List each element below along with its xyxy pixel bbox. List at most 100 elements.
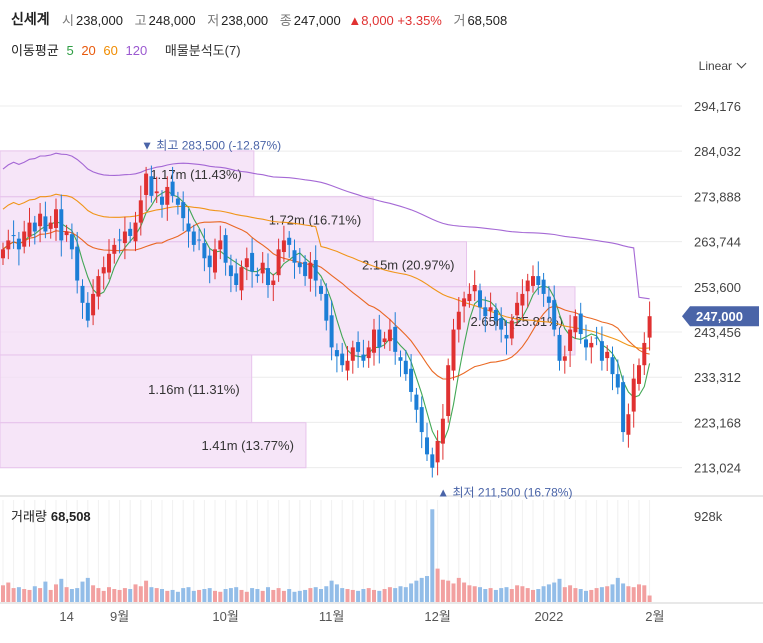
ma120-label: 120 (125, 43, 148, 58)
volume-profile-label: 1.41m (13.77%) (201, 438, 294, 453)
volume-bar (32, 586, 37, 602)
volume-bar (446, 580, 451, 602)
scale-select-value: Linear (698, 59, 732, 73)
candle-body (128, 228, 133, 236)
candle-body (292, 250, 297, 263)
candle-body (472, 285, 477, 292)
candle-body (387, 329, 392, 342)
candle-body (138, 200, 143, 223)
candle-body (1, 249, 5, 259)
volume-bar (276, 588, 281, 602)
volume-bar (478, 587, 482, 602)
volume-bar (175, 591, 180, 602)
volume-bar (250, 588, 255, 602)
volume-bar (80, 581, 85, 602)
ma20-line (2, 221, 650, 380)
volume-bar (372, 589, 376, 602)
volume-profile-label: 1.17m (11.43%) (150, 167, 242, 182)
candle-body (488, 307, 493, 311)
candle-body (313, 260, 318, 281)
candle-body (430, 454, 435, 468)
volume-bar (562, 587, 567, 602)
volume-bar (488, 588, 493, 602)
volume-bar (22, 589, 27, 602)
time-tick-label: 11월 (319, 609, 344, 624)
volume-bar (149, 587, 154, 602)
volume-bar (350, 589, 355, 602)
price-tick-label: 294,176 (694, 99, 741, 114)
volume-bar (425, 576, 429, 602)
candle-body (27, 222, 32, 237)
volume-bar (340, 588, 345, 602)
volume-value: 68,508 (467, 13, 508, 28)
volume-bar (6, 582, 11, 602)
candle-body (493, 309, 498, 321)
quote-summary: 시 238,000 고 248,000 저 238,000 종 247,000 ▲8,0… (62, 10, 515, 29)
candle-body (345, 360, 350, 371)
volume-bar (467, 585, 472, 602)
volume-bar (610, 584, 615, 602)
candle-body (631, 378, 636, 412)
candle-body (64, 231, 69, 236)
volume-bar (228, 588, 233, 602)
candle-body (626, 414, 631, 435)
candle-body (552, 300, 557, 330)
volume-bar (54, 584, 58, 602)
candle-body (281, 240, 286, 253)
time-tick-label: 10월 (212, 609, 238, 624)
volume-bar (642, 585, 647, 602)
candle-body (642, 342, 647, 366)
volume-bar (329, 580, 334, 602)
candle-body (239, 267, 244, 291)
volume-profile-label: 1.16m (11.31%) (148, 382, 240, 397)
volume-bar (303, 589, 308, 602)
candle-body (483, 307, 488, 317)
volume-bar (393, 588, 398, 602)
volume-bar (504, 587, 509, 602)
volume-bar (440, 579, 445, 602)
candle-body (75, 246, 80, 281)
candle-body (647, 316, 652, 338)
candle-body (149, 176, 154, 196)
volume-profile-label: 1.72m (16.71%) (269, 212, 362, 227)
volume-bar (191, 590, 196, 602)
volume-profile-label: 2.15m (20.97%) (362, 257, 455, 272)
volume-bar (101, 590, 106, 602)
candle-body (319, 285, 323, 294)
volume-bar (324, 586, 329, 602)
indicator-legend[interactable]: 이동평균 5 20 60 120 매물분석도(7) (11, 40, 241, 59)
candle-body (202, 243, 207, 259)
volume-title-label: 거래량 (11, 509, 47, 524)
candle-body (382, 338, 387, 343)
ma120-line (2, 152, 650, 300)
candle-body (462, 298, 467, 307)
candle-body (440, 418, 445, 444)
volume-bar (85, 577, 90, 602)
volume-bar (165, 590, 170, 602)
candle-body (266, 268, 270, 285)
volume-bar (403, 587, 408, 602)
candle-body (557, 334, 562, 361)
price-tick-label: 273,888 (694, 189, 741, 204)
candle-body (297, 262, 302, 268)
time-tick-label: 9월 (110, 609, 129, 624)
candle-body (334, 350, 339, 357)
moving-average-label[interactable]: 이동평균 (11, 43, 59, 58)
candle-body (218, 240, 223, 250)
volume-bar (144, 580, 149, 602)
volume-bar (520, 586, 525, 602)
price-change-pct: +3.35% (397, 13, 442, 28)
candle-body (546, 296, 551, 303)
volume-bar (319, 589, 323, 602)
candle-body (107, 253, 111, 273)
volume-bar (244, 591, 249, 602)
volume-bar (170, 589, 175, 602)
scale-select[interactable]: Linear (698, 58, 747, 73)
volume-bar (64, 587, 69, 602)
volume-profile-label[interactable]: 매물분석도(7) (164, 43, 241, 58)
volume-bar (75, 588, 80, 602)
candle-body (59, 209, 64, 241)
volume-bar (122, 588, 127, 602)
time-tick-label: 14 (59, 609, 73, 624)
